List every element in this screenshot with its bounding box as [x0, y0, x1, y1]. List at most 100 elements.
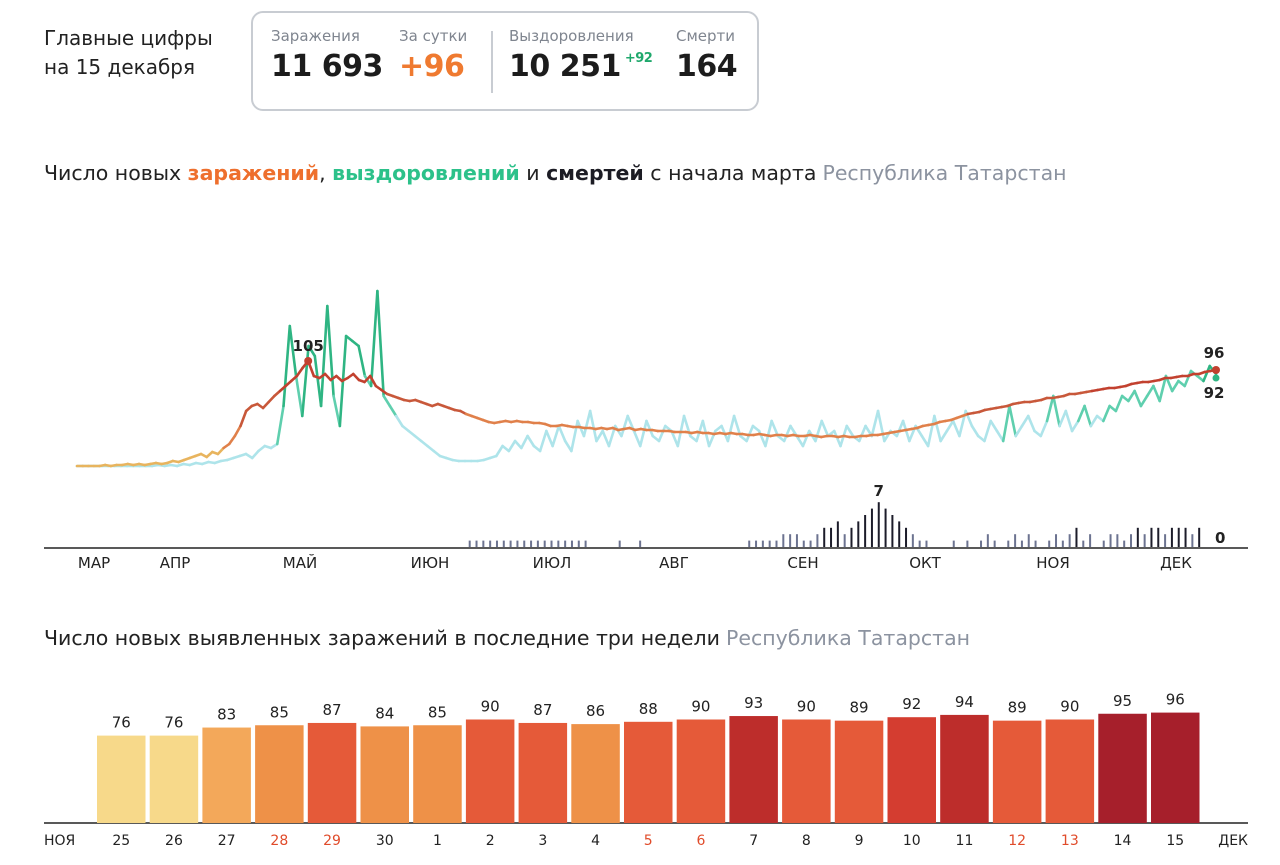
death-bar [1177, 527, 1180, 547]
death-bar [536, 540, 539, 547]
infections-line-segment [216, 446, 225, 456]
recoveries-last-dot [1212, 374, 1220, 382]
recoveries-line-segment [1120, 394, 1130, 403]
day-bar [202, 727, 251, 823]
day-bar-value-label: 90 [691, 698, 710, 716]
recoveries-line-segment [1158, 374, 1168, 403]
death-bar [523, 540, 526, 547]
day-bar-value-label: 83 [217, 706, 236, 724]
day-label: 25 [112, 833, 130, 849]
recoveries-line-segment [801, 429, 811, 448]
day-bar-value-label: 96 [1166, 691, 1185, 709]
recoveries-line-segment [357, 344, 367, 378]
recoveries-line-segment [507, 439, 517, 453]
recoveries-line-segment [388, 404, 398, 418]
recoveries-line-segment [770, 419, 780, 438]
death-bar [768, 540, 771, 547]
recoveries-line-segment [939, 429, 949, 443]
day-label: 5 [644, 833, 653, 849]
death-bar [516, 540, 519, 547]
recoveries-line-segment [970, 424, 980, 438]
day-bar-value-label: 90 [1060, 698, 1079, 716]
range-start-label: НОЯ [44, 833, 75, 849]
recoveries-line-segment [1083, 404, 1093, 428]
recoveries-line-segment [582, 409, 592, 438]
death-bar [782, 534, 785, 547]
day-bar [729, 716, 778, 823]
death-bar [1157, 527, 1160, 547]
bar-title-text: Число новых выявленных заражений в после… [44, 626, 720, 650]
stat-deaths-value: 164 [676, 49, 738, 84]
recoveries-line-segment [1152, 384, 1161, 403]
title-text-1: Число новых [44, 161, 188, 185]
recoveries-line-segment [670, 429, 680, 448]
day-bar [571, 724, 620, 823]
recoveries-line-segment [426, 444, 436, 453]
recoveries-line-segment [1102, 404, 1111, 423]
day-bar [518, 722, 568, 823]
day-label: 8 [802, 833, 811, 849]
main-chart: МАР АПР МАЙ ИЮН ИЮЛ АВГ СЕН ОКТ НОЯ ДЕК 105 96 92 7 0 [44, 289, 1248, 572]
death-bar [475, 540, 478, 547]
day-label: 13 [1061, 833, 1079, 849]
recoveries-line-segment [945, 419, 955, 433]
recoveries-line-segment [989, 419, 999, 433]
day-bar-value-label: 90 [481, 698, 500, 716]
infections-line-segment [351, 372, 361, 382]
recoveries-line-segment [1145, 384, 1155, 398]
recoveries-line-segment [732, 414, 742, 438]
recoveries-line-segment [1089, 414, 1099, 428]
day-label: 26 [165, 833, 183, 849]
stat-daily-value: +96 [399, 49, 465, 84]
recoveries-line-segment [382, 394, 392, 408]
death-bar [918, 540, 921, 547]
infections-line-segment [233, 424, 242, 438]
day-bar-value-label: 87 [323, 701, 342, 719]
death-bar [877, 502, 880, 547]
month-label: ИЮЛ [533, 554, 572, 572]
day-bar-value-label: 93 [744, 694, 763, 712]
death-bar [639, 540, 642, 547]
headline-line2: на 15 декабря [44, 55, 196, 79]
recoveries-line-segment [995, 429, 1005, 443]
stat-recoveries-value: 10 251 [509, 49, 621, 84]
recoveries-line-segment [845, 424, 855, 438]
day-label: 2 [486, 833, 495, 849]
day-bar-value-label: 84 [375, 704, 394, 722]
day-bar-value-label: 76 [164, 714, 183, 732]
recoveries-line-segment [538, 429, 548, 453]
day-bar [97, 735, 146, 823]
recoveries-line-segment [282, 324, 292, 408]
death-bar [1068, 534, 1071, 547]
month-label: АПР [160, 554, 191, 572]
death-bar [809, 540, 812, 547]
recoveries-line-segment [1133, 389, 1143, 408]
death-bar [1191, 534, 1194, 547]
death-bar [468, 540, 471, 547]
stat-recoveries-delta: +92 [624, 51, 653, 66]
recoveries-line-segment [376, 289, 385, 398]
month-label: ДЕК [1160, 554, 1192, 572]
death-bar [1116, 534, 1119, 547]
day-bar-value-label: 88 [639, 700, 658, 718]
recoveries-line-segment [933, 414, 942, 443]
infections-peak-dot [304, 357, 313, 365]
death-bar [816, 534, 819, 547]
stat-infections-label: Заражения [271, 27, 360, 45]
recoveries-line-segment [632, 429, 642, 448]
day-label: 15 [1166, 833, 1184, 849]
death-bar [1123, 540, 1126, 547]
stat-deaths: Смерти 164 [676, 27, 738, 84]
death-bar [761, 540, 764, 547]
death-bar [1136, 527, 1139, 547]
death-bar [1027, 534, 1030, 547]
bar-chart-title: Число новых выявленных заражений в после… [44, 626, 970, 650]
infections-line-segment [267, 394, 276, 404]
stat-daily: За сутки +96 [399, 27, 467, 84]
recoveries-line-segment [657, 424, 667, 443]
recoveries-line-segment [319, 304, 329, 408]
title-text-4: с начала марта [643, 161, 817, 185]
death-bar [966, 540, 969, 547]
day-label: 27 [218, 833, 236, 849]
death-bar [870, 508, 873, 547]
